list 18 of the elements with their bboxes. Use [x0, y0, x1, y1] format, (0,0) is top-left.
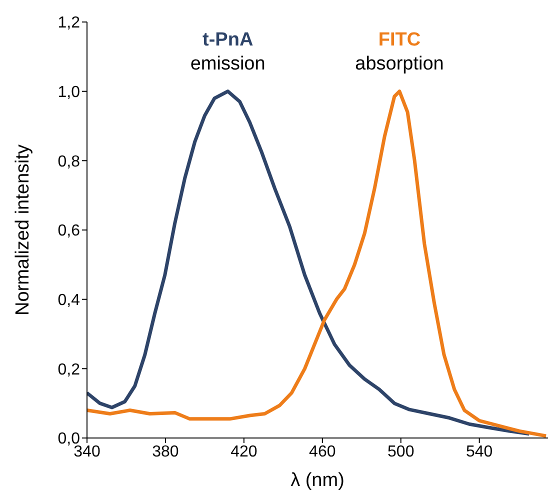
y-tick-label: 0,2: [58, 361, 80, 378]
x-tick-label: 460: [309, 443, 336, 460]
y-tick-label: 0,4: [58, 292, 80, 310]
x-tick-label: 500: [388, 443, 414, 460]
text: t-PnA: [202, 29, 254, 50]
y-axis-title: Normalized intensity: [12, 144, 34, 316]
x-tick-label: 540: [466, 443, 493, 460]
y-tick-label: 1,0: [58, 84, 80, 102]
y-tick-label: 1,2: [58, 14, 80, 32]
x-tick-label: 340: [74, 443, 100, 460]
x-axis-title: λ (nm): [290, 470, 344, 491]
text: FITC: [378, 29, 421, 50]
x-tick-label: 420: [230, 443, 258, 460]
annotation: emission: [190, 53, 266, 74]
x-tick-label: 380: [152, 443, 179, 460]
annotation: absorption: [355, 53, 444, 74]
y-tick-label: 0,8: [58, 153, 80, 170]
y-tick-label: 0,6: [58, 222, 80, 240]
